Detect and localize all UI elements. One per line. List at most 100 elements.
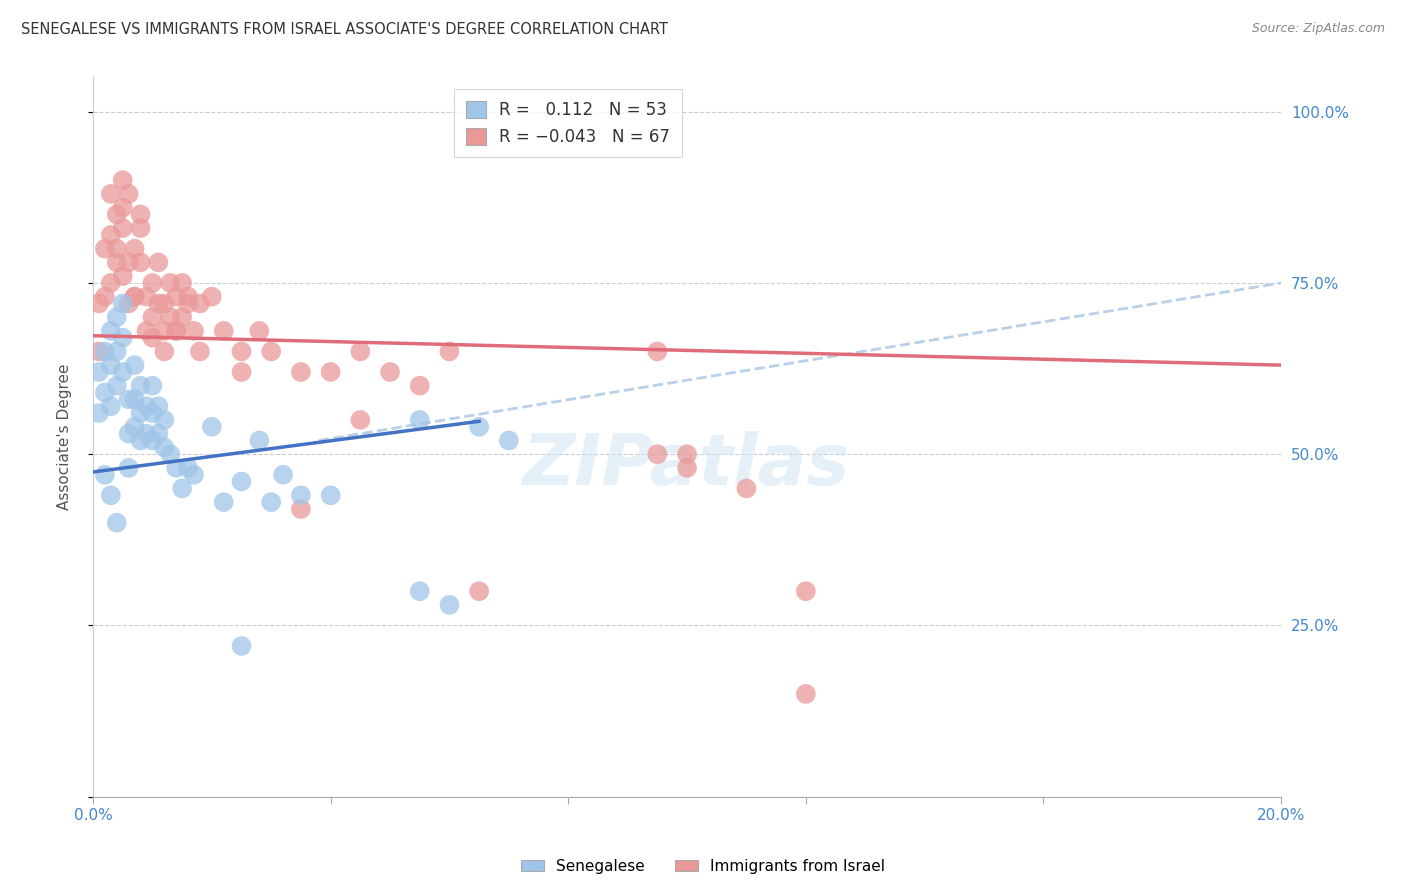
Point (141, 406, 163, 420)
Point (676, 447, 699, 461)
Point (439, 344, 461, 359)
Point (111, 365, 134, 379)
Point (135, 324, 157, 338)
Point (159, 276, 181, 290)
Point (153, 413, 176, 427)
Point (129, 221, 152, 235)
Text: ZIPatlas: ZIPatlas (523, 432, 851, 500)
Text: Source: ZipAtlas.com: Source: ZipAtlas.com (1251, 22, 1385, 36)
Point (231, 639, 253, 653)
Legend: Senegalese, Immigrants from Israel: Senegalese, Immigrants from Israel (515, 853, 891, 880)
Point (247, 324, 270, 338)
Point (290, 365, 312, 379)
Point (105, 378, 128, 392)
Point (105, 516, 128, 530)
Point (247, 434, 270, 448)
Point (153, 296, 176, 310)
Point (271, 467, 294, 482)
Point (105, 242, 128, 256)
Point (111, 201, 134, 215)
Point (129, 406, 152, 420)
Point (409, 378, 432, 392)
Point (124, 419, 146, 434)
Point (647, 447, 669, 461)
Point (124, 392, 146, 407)
Point (172, 276, 194, 290)
Point (148, 296, 170, 310)
Point (129, 255, 152, 269)
Point (183, 467, 205, 482)
Point (111, 221, 134, 235)
Point (129, 434, 152, 448)
Point (148, 426, 170, 441)
Point (111, 173, 134, 187)
Point (129, 378, 152, 392)
Point (177, 461, 200, 475)
Point (165, 324, 187, 338)
Point (319, 488, 342, 502)
Point (141, 276, 163, 290)
Point (794, 584, 817, 599)
Point (135, 290, 157, 304)
Point (148, 399, 170, 413)
Point (118, 186, 141, 201)
Point (141, 310, 163, 325)
Point (165, 461, 187, 475)
Point (188, 296, 211, 310)
Point (409, 413, 432, 427)
Point (188, 344, 211, 359)
Y-axis label: Associate's Degree: Associate's Degree (58, 364, 72, 510)
Point (94, 290, 117, 304)
Point (159, 447, 181, 461)
Point (111, 296, 134, 310)
Point (349, 344, 371, 359)
Point (111, 269, 134, 284)
Point (498, 434, 520, 448)
Point (153, 324, 176, 338)
Point (135, 426, 157, 441)
Point (141, 434, 163, 448)
Point (153, 440, 176, 454)
Point (105, 310, 128, 325)
Point (94, 242, 117, 256)
Point (111, 331, 134, 345)
Point (735, 482, 758, 496)
Point (87, 365, 110, 379)
Point (129, 207, 152, 221)
Point (212, 495, 235, 509)
Point (141, 331, 163, 345)
Point (135, 399, 157, 413)
Point (165, 324, 187, 338)
Point (100, 488, 122, 502)
Point (105, 207, 128, 221)
Point (124, 290, 146, 304)
Point (231, 475, 253, 489)
Point (177, 290, 200, 304)
Point (349, 413, 371, 427)
Point (647, 344, 669, 359)
Point (100, 227, 122, 242)
Point (468, 419, 491, 434)
Point (290, 488, 312, 502)
Point (159, 310, 181, 325)
Point (148, 255, 170, 269)
Point (468, 584, 491, 599)
Point (153, 344, 176, 359)
Point (260, 495, 283, 509)
Point (439, 598, 461, 612)
Point (100, 399, 122, 413)
Point (100, 324, 122, 338)
Point (290, 502, 312, 516)
Point (105, 255, 128, 269)
Point (141, 378, 163, 392)
Point (118, 392, 141, 407)
Point (100, 186, 122, 201)
Point (118, 461, 141, 475)
Point (201, 419, 224, 434)
Point (100, 358, 122, 372)
Point (94, 385, 117, 400)
Point (212, 324, 235, 338)
Point (118, 255, 141, 269)
Point (172, 482, 194, 496)
Point (201, 290, 224, 304)
